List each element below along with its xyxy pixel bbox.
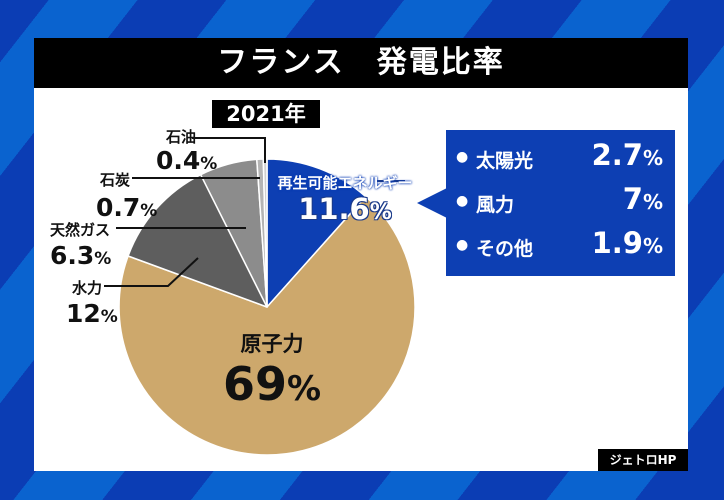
breakdown-row-wind: ● 風力 7% [456,182,663,216]
bullet-icon: ● [456,193,469,209]
chart-panel: フランス 発電比率 2021年 石油 0.4% 石炭 0.7% 天然ガス 6.3… [34,38,688,471]
label-renewable: 再生可能エネルギー 11.6% [270,172,420,229]
label-oil-name: 石油 [166,128,197,146]
bullet-icon: ● [456,237,469,253]
label-gas-name: 天然ガス [50,221,111,239]
breakdown-row-other: ● その他 1.9% [456,226,663,260]
slice-nuclear [118,195,416,456]
label-hydro-name: 水力 [72,279,103,297]
label-renewable-name: 再生可能エネルギー [277,174,413,192]
info-box-pointer [417,188,447,218]
breakdown-row-solar: ● 太陽光 2.7% [456,138,663,172]
leader-oil [192,137,266,163]
label-hydro: 水力 12% [66,279,118,328]
source-badge: ジェトロHP [598,449,688,471]
renewable-breakdown-box: ● 太陽光 2.7% ● 風力 7% ● その他 1.9% [446,130,675,276]
label-gas: 天然ガス 6.3% [50,221,112,270]
slice-renewable [266,158,367,308]
pie-chart [104,137,416,456]
chart-title: フランス 発電比率 [34,38,688,88]
year-label: 2021年 [212,100,320,128]
bullet-icon: ● [456,149,469,165]
label-nuclear: 原子力 69% [202,328,342,415]
label-nuclear-name: 原子力 [240,332,304,356]
label-oil: 石油 0.4% [156,128,218,175]
label-coal: 石炭 0.7% [96,171,158,222]
label-coal-name: 石炭 [100,171,131,189]
leader-hydro [104,257,199,287]
